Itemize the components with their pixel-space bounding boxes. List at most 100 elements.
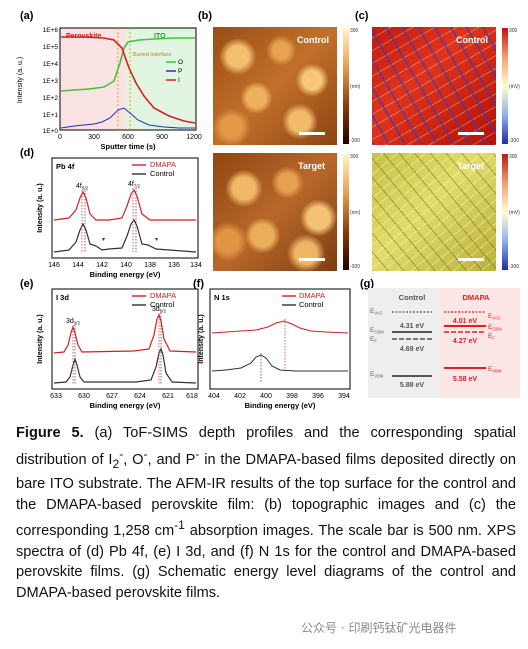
- afmir-target: Target: [372, 153, 496, 271]
- panel-f-letter: (f): [193, 278, 204, 290]
- evbm-right: EVBM: [488, 366, 502, 374]
- d-xlabel: Binding energy (eV): [90, 270, 161, 279]
- panel-e-letter: (e): [20, 278, 34, 290]
- xtick: 404: [208, 393, 220, 400]
- panel-g-diagram: Control DMAPA EVAC ECBM 4.31 eV EF 4.69 …: [368, 288, 520, 398]
- a-xticks: 0 300 600 900 1200: [58, 134, 202, 141]
- caption-text: , O: [123, 451, 144, 468]
- peak-sub: 7/2: [134, 184, 141, 189]
- caption-sup: -: [195, 446, 200, 461]
- panel-d-letter: (d): [20, 147, 35, 159]
- legend-P: P: [178, 68, 182, 75]
- ito-region: [126, 28, 196, 130]
- perovskite-region: [60, 28, 126, 130]
- e-title: I 3d: [56, 293, 69, 302]
- panel-a-chart: Perovskite ITO Buried interface 1E+6 1E+…: [17, 27, 202, 151]
- d-peak2: 4f7/2: [128, 181, 141, 189]
- legend-dmapa: DMAPA: [299, 291, 325, 300]
- shoulder-marker: [155, 238, 158, 241]
- a-yticks: 1E+6 1E+5 1E+4 1E+3 1E+2 1E+1 1E+0: [43, 27, 59, 135]
- figure-caption: Figure 5. (a) ToF-SIMS depth profiles an…: [16, 423, 516, 603]
- e-letter: E: [370, 336, 375, 343]
- afmir-control-label: Control: [456, 35, 488, 45]
- ytick: 1E+6: [43, 27, 59, 34]
- e-sub: CBM: [492, 327, 502, 332]
- f-legend: DMAPA Control: [282, 291, 325, 309]
- ecbm-right: ECBM: [488, 324, 502, 332]
- axes-box: [51, 157, 199, 259]
- xtick: 624: [134, 393, 146, 400]
- legend-dmapa: DMAPA: [150, 160, 176, 169]
- axes-box: [51, 288, 199, 390]
- evbm-left: EVBM: [370, 371, 384, 379]
- e-letter: E: [488, 313, 493, 320]
- scale-bar: [299, 132, 325, 135]
- cbar-tick: 300: [509, 28, 518, 34]
- ctrl-vbm-val: 5.88 eV: [400, 382, 424, 389]
- series-I: [61, 36, 196, 124]
- e-xlabel: Binding energy (eV): [90, 401, 161, 410]
- ecbm-left: ECBM: [370, 327, 384, 335]
- f-title: N 1s: [214, 293, 230, 302]
- xtick: 144: [72, 262, 84, 269]
- f-series-dmapa: [211, 320, 349, 334]
- caption-sup: -: [119, 446, 124, 461]
- series-P: [60, 107, 195, 129]
- ytick: 1E+1: [43, 112, 59, 119]
- e-legend: DMAPA Control: [132, 291, 176, 309]
- xtick: 630: [78, 393, 90, 400]
- xtick: 400: [260, 393, 272, 400]
- ctrl-ef-val: 4.69 eV: [400, 346, 424, 353]
- a-xlabel: Sputter time (s): [100, 142, 156, 151]
- panel-e-chart: I 3d DMAPA Control 3d3/2 3d5/2 633 630 6…: [37, 288, 199, 410]
- d-series-control: [53, 218, 197, 253]
- legend-dmapa: DMAPA: [150, 291, 176, 300]
- e-letter: E: [488, 324, 493, 331]
- g-col-dmapa: DMAPA: [463, 293, 491, 302]
- caption-text: in the DMAPA-based films deposited direc…: [16, 451, 516, 539]
- peak-label: 3d: [66, 318, 74, 325]
- caption-text: absorption images. The scale bar is 500 …: [16, 523, 516, 601]
- cbar-unit: (nm): [350, 210, 361, 216]
- e-peak1: 3d3/2: [66, 318, 81, 326]
- e-sub: F: [374, 339, 377, 344]
- cbar-tick: 300: [350, 154, 359, 160]
- legend-control: Control: [150, 300, 175, 309]
- d-xticks: 146 144 142 140 138 136 134: [48, 262, 202, 269]
- e-sub: CBM: [374, 330, 384, 335]
- e-sub: VAC: [492, 316, 500, 321]
- xtick: 140: [120, 262, 132, 269]
- scale-bar: [299, 258, 325, 261]
- afm-control-label: Control: [297, 35, 329, 45]
- f-ylabel: Intensity (a. u.): [198, 314, 205, 363]
- xtick: 1200: [186, 134, 202, 141]
- panel-f-chart: N 1s DMAPA Control 404 402 400 398 396 3…: [198, 288, 351, 410]
- cbar-tick: 300: [350, 28, 359, 34]
- afm-target-label: Target: [298, 161, 325, 171]
- e-series-control: [53, 347, 197, 384]
- f-series-control: [211, 354, 348, 372]
- scale-bar: [458, 132, 484, 135]
- xtick: 621: [162, 393, 174, 400]
- e-letter: E: [370, 371, 375, 378]
- cbar-unit: (mV): [509, 84, 520, 90]
- e-sub: F: [492, 336, 495, 341]
- xtick: 142: [96, 262, 108, 269]
- f-xticks: 404 402 400 398 396 394: [208, 393, 350, 400]
- xtick: 900: [156, 134, 168, 141]
- e-xticks: 633 630 627 624 621 618: [50, 393, 198, 400]
- xtick: 633: [50, 393, 62, 400]
- panel-d-chart: Pb 4f DMAPA Control 4f5/2 4f7/2 146 144 …: [37, 157, 202, 279]
- xtick: 136: [168, 262, 180, 269]
- cbar-tick: -300: [509, 138, 520, 144]
- control-bg: [368, 288, 440, 398]
- axes-box: [59, 27, 197, 131]
- evac-right: EVAC: [488, 313, 501, 321]
- xtick: 394: [338, 393, 350, 400]
- xtick: 600: [122, 134, 134, 141]
- caption-sub: 2: [112, 456, 120, 471]
- ytick: 1E+0: [43, 128, 59, 135]
- e-letter: E: [488, 366, 493, 373]
- legend-control: Control: [150, 169, 175, 178]
- ytick: 1E+2: [43, 95, 59, 102]
